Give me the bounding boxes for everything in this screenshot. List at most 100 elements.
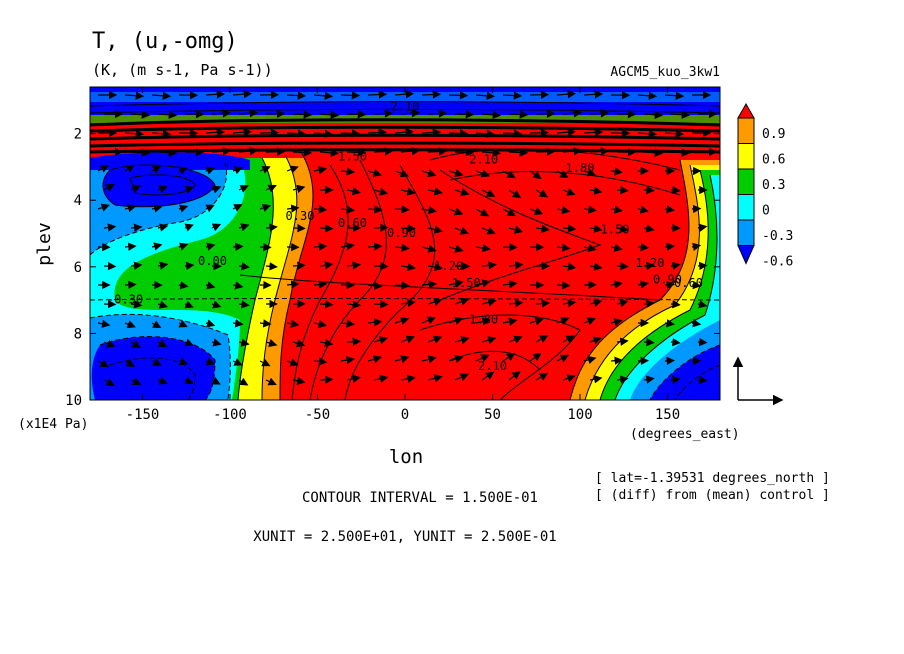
wind-vector-235 <box>232 281 244 290</box>
wind-vector-218 <box>400 262 416 272</box>
wind-vector-187 <box>178 242 189 251</box>
wind-vectors <box>97 89 718 386</box>
wind-vector-100 <box>313 165 328 175</box>
wind-vector-254 <box>130 300 143 309</box>
diff-note: [ (diff) from (mean) control ] <box>595 488 830 503</box>
wind-vector-244 <box>475 279 491 288</box>
wind-vector-150 <box>421 205 437 215</box>
fill-lightblue-top <box>90 92 720 102</box>
wind-vector-104 <box>421 169 437 178</box>
wind-vector-362 <box>562 374 576 383</box>
wind-vector-97 <box>232 166 244 175</box>
y-axis-label: plev <box>34 222 55 265</box>
wind-vector-295 <box>610 318 623 327</box>
wind-vector-98 <box>259 165 271 174</box>
wind-vector-300 <box>130 340 141 348</box>
wind-vector-265 <box>427 297 443 306</box>
wind-vector-215 <box>319 261 334 270</box>
wind-vector-105 <box>448 168 464 177</box>
contour-labels: -0.300.000.30 0.600.901.201.501.802.101.5… <box>107 99 703 373</box>
wind-vector-269 <box>535 299 551 308</box>
wind-vector-308 <box>346 337 362 346</box>
wind-vector-1 <box>124 91 145 100</box>
wind-vector-349 <box>211 376 221 385</box>
y-tick-label-2: 6 <box>74 260 82 276</box>
wind-vector-181 <box>643 224 655 233</box>
wind-vector-275 <box>697 300 708 309</box>
wind-vector-325 <box>178 357 189 366</box>
wind-vector-92 <box>97 165 110 173</box>
wind-vector-24 <box>130 110 151 119</box>
wind-vector-58 <box>421 128 442 137</box>
wind-vector-332 <box>367 355 382 364</box>
wind-vector-53 <box>286 129 307 138</box>
wind-vector-148 <box>367 205 383 214</box>
wind-vector-302 <box>184 338 194 347</box>
colorbar-segment-0 <box>737 117 755 144</box>
wind-vector-154 <box>529 207 544 216</box>
wind-vector-57 <box>394 127 415 137</box>
wind-vector-51 <box>232 127 253 137</box>
wind-vector-318 <box>616 337 629 346</box>
wind-vector-319 <box>643 337 655 347</box>
wind-vector-50 <box>205 128 226 137</box>
wind-vector-95 <box>178 166 188 175</box>
wind-vector-288 <box>421 316 437 325</box>
wind-vector-175 <box>481 226 496 235</box>
wind-vector-136 <box>670 185 681 195</box>
wind-vector-238 <box>313 280 328 289</box>
wind-vector-142 <box>205 204 215 213</box>
wind-vector-82 <box>454 148 475 157</box>
contour-label-13: 1.20 <box>636 256 665 270</box>
wind-vector-257 <box>211 300 222 309</box>
wind-vector-159 <box>664 205 675 214</box>
wind-vector-173 <box>427 225 443 234</box>
wind-vector-228 <box>670 261 681 270</box>
wind-vector-271 <box>589 298 603 307</box>
wind-vector-316 <box>562 335 575 344</box>
wind-vector-287 <box>394 316 410 325</box>
wind-vector-307 <box>319 338 334 348</box>
wind-vector-133 <box>589 186 603 195</box>
wind-vector-32 <box>346 110 367 119</box>
wind-vector-106 <box>475 169 491 178</box>
wind-vector-266 <box>454 297 470 306</box>
chart-subtitle: (K, (m s-1, Pa s-1)) <box>92 61 273 79</box>
wind-vector-334 <box>421 355 437 364</box>
wind-vector-59 <box>448 129 469 138</box>
wind-vector-320 <box>670 337 681 347</box>
wind-vector-323 <box>124 359 136 367</box>
wind-vector-84 <box>508 148 529 157</box>
wind-vector-70 <box>130 148 151 157</box>
wind-vector-283 <box>286 319 300 328</box>
colorbar-label-4: -0.3 <box>762 229 793 244</box>
wind-vector-341 <box>610 356 623 365</box>
x-axis: -150 -100 -50 0 50 100 150 <box>126 87 680 423</box>
contour-label-1: 0.00 <box>198 254 227 268</box>
wind-vector-213 <box>265 262 278 271</box>
wind-vector-317 <box>589 336 602 345</box>
contour-label-5: 1.20 <box>434 259 463 273</box>
wind-vector-226 <box>616 261 629 271</box>
wind-vector-27 <box>211 109 232 118</box>
wind-vector-79 <box>373 147 394 156</box>
x-tick-label-3: 0 <box>401 407 409 423</box>
vector-unit-label: XUNIT = 2.500E+01, YUNIT = 2.500E-01 <box>253 529 556 545</box>
wind-vector-195 <box>394 243 410 252</box>
wind-vector-198 <box>475 243 491 253</box>
wind-vector-343 <box>664 356 676 366</box>
wind-vector-5 <box>232 89 253 99</box>
wind-vector-304 <box>238 338 250 347</box>
wind-vector-8 <box>313 91 334 101</box>
wind-vector-247 <box>556 281 571 290</box>
x-unit-label: (degrees_east) <box>630 427 740 442</box>
wind-vector-12 <box>421 90 442 99</box>
wind-vector-93 <box>124 164 135 173</box>
wind-vector-64 <box>583 128 604 137</box>
wind-vector-290 <box>475 317 491 326</box>
wind-vector-255 <box>157 300 169 309</box>
x-tick-label-4: 50 <box>484 407 501 423</box>
wind-vector-54 <box>313 129 334 139</box>
colorbar-segment-3 <box>737 194 755 221</box>
wind-vector-240 <box>367 281 383 290</box>
